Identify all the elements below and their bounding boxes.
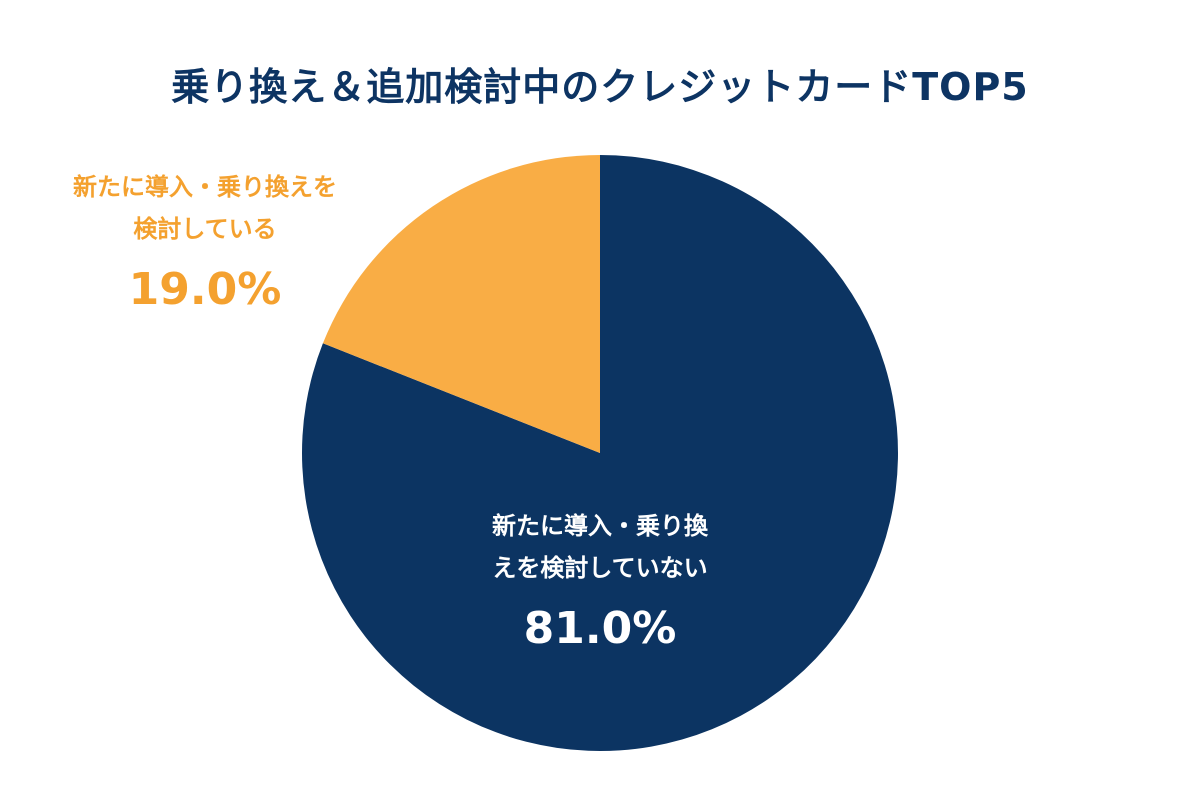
slice-label-considering: 新たに導入・乗り換えを 検討している 19.0%	[20, 166, 390, 315]
slice-label-not-considering: 新たに導入・乗り換 えを検討していない 81.0%	[420, 505, 780, 654]
slice-name-line: 新たに導入・乗り換えを	[73, 173, 337, 201]
slice-name-line: 検討している	[133, 215, 277, 243]
slice-name-line: えを検討していない	[492, 554, 708, 582]
pie-slice-considering	[322, 155, 600, 453]
slice-percentage: 81.0%	[523, 603, 677, 654]
chart-title: 乗り換え＆追加検討中のクレジットカードTOP5	[171, 65, 1029, 109]
slice-percentage: 19.0%	[128, 264, 282, 315]
slice-name-line: 新たに導入・乗り換	[492, 512, 708, 540]
